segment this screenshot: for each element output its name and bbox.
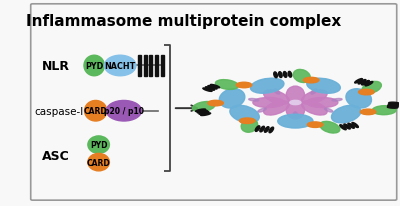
Ellipse shape [219, 89, 245, 109]
Ellipse shape [258, 109, 266, 113]
Bar [150, 56, 152, 76]
Ellipse shape [360, 110, 376, 115]
Ellipse shape [355, 79, 362, 84]
Ellipse shape [200, 113, 210, 116]
Text: NACHT: NACHT [104, 62, 136, 71]
Text: PYD: PYD [85, 62, 103, 71]
Ellipse shape [84, 56, 104, 76]
Ellipse shape [340, 125, 346, 130]
Ellipse shape [205, 87, 214, 91]
Ellipse shape [387, 107, 398, 109]
Text: caspase-l: caspase-l [34, 106, 83, 116]
Ellipse shape [278, 115, 313, 128]
Ellipse shape [320, 122, 340, 133]
Ellipse shape [301, 101, 327, 116]
Ellipse shape [307, 79, 340, 94]
Ellipse shape [286, 102, 304, 119]
Ellipse shape [208, 101, 223, 106]
Ellipse shape [348, 124, 354, 129]
Ellipse shape [301, 90, 327, 105]
Ellipse shape [388, 105, 398, 107]
Ellipse shape [352, 123, 358, 128]
Ellipse shape [255, 126, 260, 132]
Ellipse shape [260, 127, 264, 132]
Text: Inflammasome multiprotein complex: Inflammasome multiprotein complex [26, 14, 342, 29]
Ellipse shape [293, 112, 298, 118]
Bar [144, 56, 147, 76]
Ellipse shape [307, 122, 323, 128]
Ellipse shape [358, 80, 366, 84]
FancyBboxPatch shape [31, 5, 397, 200]
Ellipse shape [324, 109, 333, 113]
Ellipse shape [274, 89, 280, 95]
Ellipse shape [241, 119, 258, 133]
Ellipse shape [230, 106, 259, 123]
Ellipse shape [365, 82, 373, 87]
Ellipse shape [215, 80, 238, 90]
Ellipse shape [290, 101, 301, 105]
Ellipse shape [264, 90, 289, 105]
Text: ASC: ASC [42, 150, 70, 163]
Ellipse shape [240, 118, 255, 124]
Ellipse shape [362, 82, 381, 94]
Ellipse shape [88, 154, 110, 171]
Ellipse shape [311, 89, 317, 95]
Ellipse shape [197, 111, 207, 113]
Ellipse shape [293, 70, 310, 83]
Ellipse shape [84, 101, 107, 121]
Ellipse shape [278, 72, 282, 78]
Ellipse shape [236, 83, 252, 88]
Bar [161, 56, 164, 76]
Ellipse shape [196, 109, 206, 112]
Bar [155, 56, 158, 76]
Ellipse shape [286, 87, 304, 104]
Ellipse shape [274, 73, 277, 78]
Text: p20 / p10: p20 / p10 [104, 107, 144, 116]
Ellipse shape [253, 98, 284, 108]
Ellipse shape [210, 85, 220, 88]
Ellipse shape [283, 72, 287, 78]
Text: CARD: CARD [87, 158, 110, 167]
Ellipse shape [358, 90, 374, 95]
Ellipse shape [104, 56, 136, 76]
Text: CARD: CARD [84, 107, 108, 116]
Text: PYD: PYD [90, 140, 107, 149]
Ellipse shape [264, 127, 269, 133]
Ellipse shape [332, 106, 361, 123]
Ellipse shape [264, 101, 289, 116]
Ellipse shape [372, 106, 396, 115]
Ellipse shape [389, 103, 399, 105]
Ellipse shape [388, 104, 399, 106]
Ellipse shape [106, 101, 142, 121]
Ellipse shape [88, 136, 110, 154]
Ellipse shape [192, 102, 215, 112]
Ellipse shape [199, 112, 209, 115]
Ellipse shape [332, 99, 342, 102]
Ellipse shape [208, 86, 217, 90]
Ellipse shape [203, 89, 212, 92]
Ellipse shape [306, 98, 338, 108]
Ellipse shape [288, 72, 292, 78]
Ellipse shape [250, 79, 284, 94]
Bar [138, 56, 141, 76]
Ellipse shape [344, 124, 350, 129]
Ellipse shape [249, 99, 259, 102]
Ellipse shape [346, 89, 372, 109]
Ellipse shape [362, 81, 369, 85]
Text: NLR: NLR [42, 60, 70, 73]
Ellipse shape [303, 78, 319, 83]
Ellipse shape [269, 128, 274, 133]
